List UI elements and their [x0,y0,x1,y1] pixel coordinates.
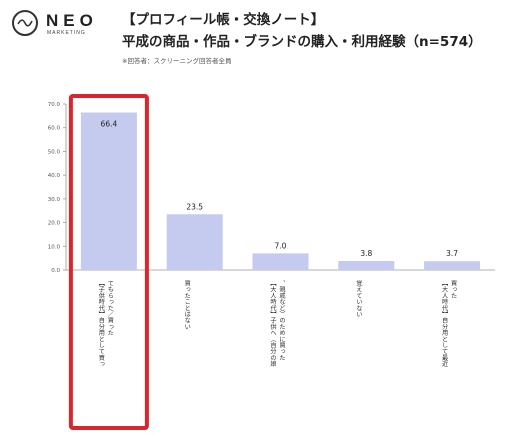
y-tick-label: 60.0 [48,126,61,132]
data-label: 3.8 [360,249,372,258]
category-label: 買った [450,280,457,299]
logo-name: NEO [46,11,98,30]
y-tick-label: 70.0 [48,102,61,108]
category-label: 【大人時代】自分用として最近 [441,280,448,368]
logo-subtitle: MARKETING [47,30,86,36]
bar [252,253,309,270]
category-label: 買ったことはない [183,280,190,330]
y-tick-label: 30.0 [48,197,61,203]
bar [338,260,395,270]
data-label: 23.5 [186,202,203,211]
neo-marketing-logo: NEO MARKETING [12,10,122,40]
y-tick-label: 20.0 [48,221,61,227]
chart-title-line2: 平成の商品・作品・ブランドの購入・利用経験（n=574） [122,34,482,50]
y-tick-label: 50.0 [48,149,61,155]
respondent-note: ※回答者：スクリーニング回答者全員 [122,57,232,65]
bar [424,261,481,270]
data-label: 66.4 [101,120,118,129]
highlight-box [68,94,149,430]
y-tick-label: 0.0 [51,268,60,274]
chart-title-line1: 【プロフィール帳・交換ノート】 [122,12,325,28]
data-label: 7.0 [275,241,287,250]
logo-wave-icon [12,10,38,36]
bar [80,112,137,270]
category-label: 覚えていない [355,279,362,317]
y-tick-label: 10.0 [48,244,61,250]
category-label: 、親戚など）のために買った [278,280,285,361]
category-label: 【子供時代】自分用として買っ [97,280,104,367]
data-label: 3.7 [446,249,458,258]
category-label: てもらった／買った [106,280,113,336]
category-label: 【大人時代】子供へ（自分の娘 [269,280,276,368]
y-tick-label: 40.0 [48,173,61,179]
bar [166,214,223,270]
